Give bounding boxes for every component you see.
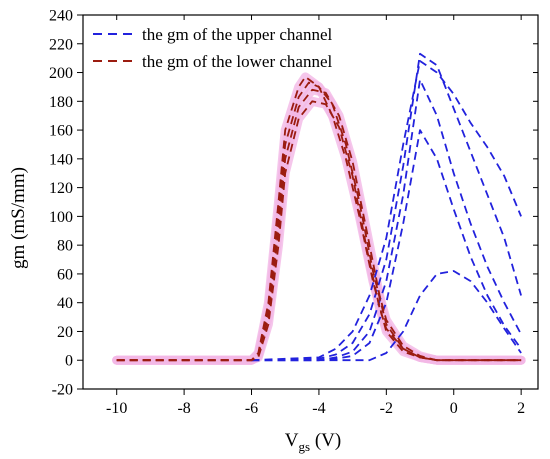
series-line-lower-7: [116, 88, 522, 362]
x-axis-label-unit: (V): [310, 430, 341, 451]
series-line-upper-2: [251, 78, 522, 362]
y-tick-label: 0: [65, 353, 73, 370]
x-tick-label: -10: [106, 400, 127, 417]
x-tick-label: 0: [450, 400, 458, 417]
x-axis-label-subscript: gs: [299, 439, 311, 454]
series-line-upper-3: [251, 129, 522, 362]
y-tick-label: 120: [49, 180, 73, 197]
y-tick-label: -20: [52, 382, 73, 399]
legend-label-upper: the gm of the upper channel: [142, 25, 333, 44]
series-layer: [116, 52, 522, 362]
x-tick-label: -4: [312, 400, 325, 417]
x-axis-label: Vgs (V): [285, 430, 341, 454]
legend: the gm of the upper channel the gm of th…: [93, 25, 333, 71]
axis-ticks: -10 -8 -6 -4 -2 0 2-20020406080100120140160180…: [49, 8, 538, 417]
y-tick-label: 240: [49, 8, 73, 25]
x-tick-label: -6: [245, 400, 258, 417]
series-line-upper-4: [251, 270, 522, 362]
y-tick-label: 180: [49, 94, 73, 111]
y-tick-label: 200: [49, 65, 73, 82]
y-tick-label: 20: [57, 324, 73, 341]
plot-frame: [82, 14, 539, 390]
y-tick-label: 40: [57, 295, 73, 312]
y-tick-label: 160: [49, 123, 73, 140]
y-tick-label: 60: [57, 266, 73, 283]
y-tick-label: 140: [49, 151, 73, 168]
x-tick-label: 2: [517, 400, 525, 417]
y-tick-label: 220: [49, 36, 73, 53]
x-tick-label: -8: [177, 400, 190, 417]
y-tick-label: 100: [49, 209, 73, 226]
x-axis-label-main: V: [285, 430, 299, 451]
legend-label-lower: the gm of the lower channel: [142, 52, 333, 71]
y-axis-label: gm (mS/mm): [8, 167, 29, 269]
series-line-lower-8: [116, 100, 522, 362]
series-line-upper-0: [251, 60, 522, 362]
x-tick-label: -2: [380, 400, 393, 417]
y-tick-label: 80: [57, 238, 73, 255]
